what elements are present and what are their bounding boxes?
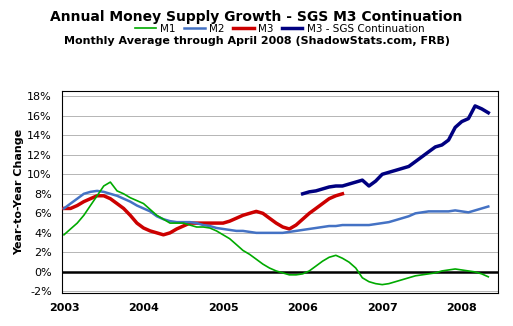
Text: Annual Money Supply Growth - SGS M3 Continuation: Annual Money Supply Growth - SGS M3 Cont…: [50, 10, 463, 24]
Text: Monthly Average through April 2008 (ShadowStats.com, FRB): Monthly Average through April 2008 (Shad…: [64, 36, 449, 46]
Y-axis label: Year-to-Year Change: Year-to-Year Change: [14, 129, 24, 255]
Legend: M1, M2, M3, M3 - SGS Continuation: M1, M2, M3, M3 - SGS Continuation: [131, 20, 428, 38]
